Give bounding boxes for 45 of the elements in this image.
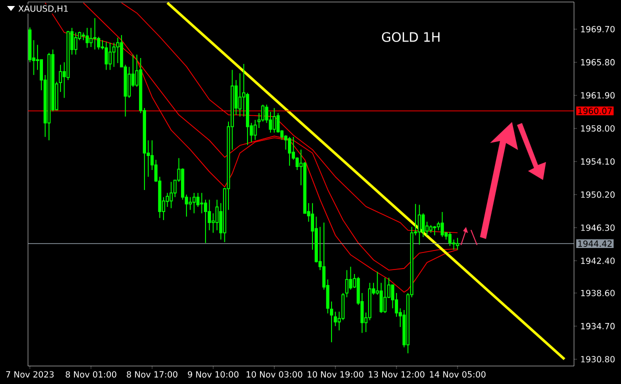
text: GOLD 1H xyxy=(382,32,440,42)
candlestick xyxy=(238,72,242,117)
chart-subtitle: XAUUSD,H1 xyxy=(18,5,68,13)
x-tick-label: 14 Nov 05:00 xyxy=(430,371,486,378)
candlestick xyxy=(93,18,96,50)
candlestick xyxy=(86,27,89,48)
candlestick xyxy=(334,311,337,327)
candlestick xyxy=(268,111,272,134)
candlestick xyxy=(204,199,208,244)
x-tick-label: 7 Nov 2023 xyxy=(6,371,54,378)
candlestick xyxy=(196,192,200,208)
x-tick-label: 8 Nov 17:00 xyxy=(126,371,178,378)
candlestick xyxy=(429,224,432,234)
candlestick xyxy=(254,119,257,140)
ref-line-label: 1960.07 xyxy=(578,108,612,114)
candlestick xyxy=(208,199,211,231)
x-tick-label: 10 Nov 19:00 xyxy=(308,371,364,378)
candlestick xyxy=(418,204,421,246)
y-tick-label: 1965.80 xyxy=(581,59,615,66)
x-tick-label: 8 Nov 01:00 xyxy=(66,371,116,378)
y-tick-label: 1942.40 xyxy=(581,258,615,264)
y-tick-label: 1961.90 xyxy=(581,92,615,99)
candlestick xyxy=(108,42,112,70)
x-tick-label: 13 Nov 12:00 xyxy=(368,371,424,378)
candlestick xyxy=(89,27,93,48)
y-tick-label: 1950.20 xyxy=(581,191,615,198)
candlestick xyxy=(58,64,62,92)
candlestick xyxy=(200,192,204,214)
candlestick xyxy=(112,42,116,68)
x-tick-label: 10 Nov 03:00 xyxy=(246,371,302,378)
candlestick xyxy=(345,270,348,298)
y-tick-label: 1930.80 xyxy=(581,356,615,362)
x-tick-label: 9 Nov 10:00 xyxy=(188,371,238,378)
y-tick-label: 1958.00 xyxy=(581,125,615,132)
y-tick-label: 1954.10 xyxy=(581,158,615,165)
candlestick xyxy=(456,237,460,250)
candlestick xyxy=(192,192,196,214)
candlestick xyxy=(128,66,131,98)
y-tick-label: 1938.60 xyxy=(581,290,615,296)
candlestick xyxy=(215,199,219,231)
y-tick-label: 1946.30 xyxy=(581,224,615,231)
ref-line-label: 1944.42 xyxy=(578,240,612,247)
candlestick xyxy=(170,181,173,209)
y-tick-label: 1969.70 xyxy=(581,26,615,32)
y-tick-label: 1934.70 xyxy=(581,322,615,330)
